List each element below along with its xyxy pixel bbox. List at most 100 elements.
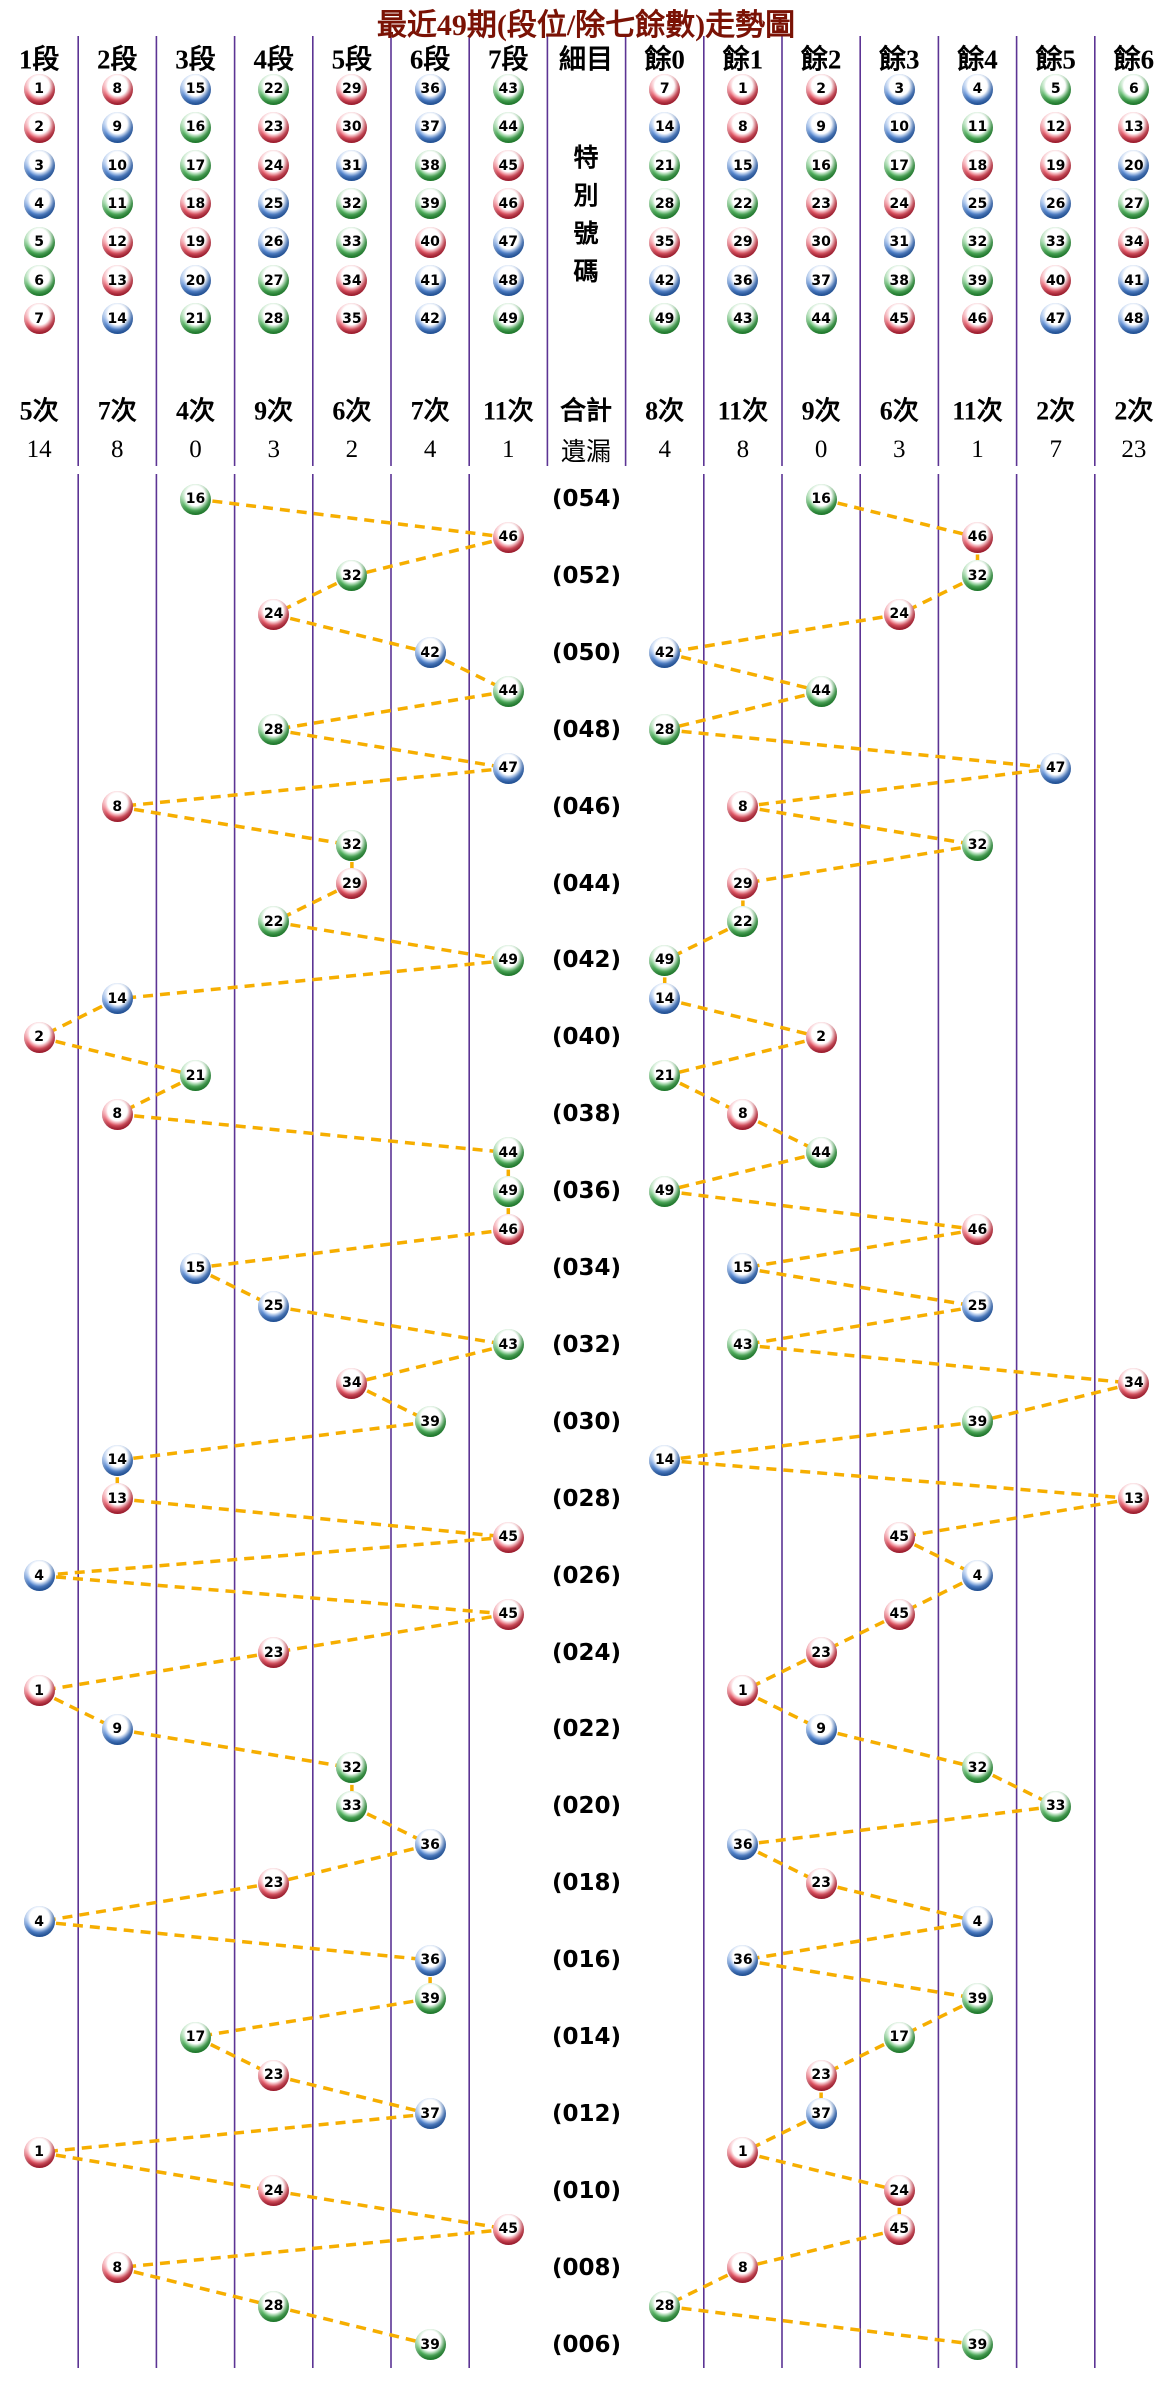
ball-32: 32 — [336, 829, 368, 861]
segment-trend-connector — [117, 958, 509, 1001]
ball-38: 38 — [414, 150, 446, 182]
ball-13: 13 — [1118, 1483, 1150, 1515]
missing-label: 遺漏 — [560, 439, 612, 466]
ball-8: 8 — [101, 791, 133, 823]
ball-22: 22 — [258, 73, 290, 105]
ball-49: 49 — [492, 1175, 524, 1207]
ball-4: 4 — [23, 1906, 55, 1938]
remainder-column-missing: 4 — [658, 436, 671, 463]
remainder-trend-connector — [742, 1266, 978, 1309]
ball-12: 12 — [101, 226, 133, 258]
ball-17: 17 — [180, 150, 211, 182]
ball-8: 8 — [101, 2252, 133, 2284]
ball-39: 39 — [962, 2329, 993, 2361]
ball-21: 21 — [180, 303, 211, 335]
ball-1: 1 — [23, 73, 55, 105]
ball-14: 14 — [101, 303, 133, 335]
remainder-trend-connector — [742, 2227, 900, 2270]
ball-49: 49 — [492, 303, 524, 335]
ball-37: 37 — [805, 2098, 837, 2130]
remainder-column-count: 11次 — [952, 396, 1003, 426]
ball-9: 9 — [805, 111, 837, 143]
ball-35: 35 — [649, 226, 681, 258]
segment-column-header: 5段 — [331, 44, 373, 75]
ball-1: 1 — [727, 1675, 759, 1707]
ball-10: 10 — [883, 111, 915, 143]
segment-trend-connector — [38, 1650, 274, 1693]
ball-35: 35 — [336, 303, 368, 335]
ball-47: 47 — [492, 752, 524, 784]
period-label: (012) — [551, 2100, 622, 2127]
segment-trend-connector — [273, 2073, 431, 2116]
remainder-column-header: 餘0 — [644, 44, 685, 75]
ball-16: 16 — [180, 111, 211, 143]
ball-32: 32 — [962, 226, 993, 258]
ball-28: 28 — [649, 2290, 681, 2322]
segment-trend-connector — [117, 1727, 353, 1770]
ball-47: 47 — [1040, 752, 1072, 784]
ball-39: 39 — [414, 2329, 446, 2361]
ball-45: 45 — [883, 1521, 915, 1553]
period-label: (016) — [551, 1947, 622, 1974]
segment-trend-connector — [273, 920, 509, 963]
ball-39: 39 — [962, 1406, 993, 1438]
period-label: (028) — [551, 1485, 622, 1512]
remainder-column-missing: 0 — [814, 436, 828, 463]
ball-22: 22 — [727, 906, 759, 938]
ball-30: 30 — [805, 226, 837, 258]
ball-23: 23 — [258, 111, 290, 143]
remainder-column-count: 2次 — [1036, 396, 1076, 426]
ball-39: 39 — [962, 1983, 993, 2015]
ball-19: 19 — [1040, 150, 1072, 182]
ball-38: 38 — [883, 265, 915, 296]
segment-trend-connector — [273, 727, 509, 770]
ball-23: 23 — [805, 1867, 837, 1899]
ball-25: 25 — [962, 1290, 993, 1322]
segment-column-count: 11次 — [483, 396, 534, 426]
ball-15: 15 — [727, 150, 759, 182]
segment-trend-connector — [273, 1612, 509, 1655]
ball-8: 8 — [727, 2252, 759, 2284]
ball-10: 10 — [101, 150, 133, 182]
ball-36: 36 — [414, 1944, 446, 1976]
ball-47: 47 — [1040, 303, 1072, 335]
ball-5: 5 — [23, 226, 55, 258]
period-label: (046) — [551, 793, 622, 820]
ball-16: 16 — [180, 483, 211, 515]
remainder-trend-connector — [664, 727, 1056, 770]
remainder-trend-connector — [820, 497, 978, 540]
ball-32: 32 — [336, 1752, 368, 1784]
segment-column-missing: 0 — [189, 436, 202, 463]
remainder-trend-connector — [820, 1881, 978, 1924]
ball-8: 8 — [101, 73, 133, 105]
ball-22: 22 — [258, 906, 290, 938]
ball-36: 36 — [414, 1829, 446, 1861]
remainder-trend-connector — [664, 2304, 978, 2347]
ball-14: 14 — [101, 983, 133, 1015]
ball-29: 29 — [336, 73, 368, 105]
ball-24: 24 — [883, 188, 915, 220]
remainder-trend-connector — [664, 1458, 1135, 1501]
ball-39: 39 — [414, 188, 446, 220]
period-label: (022) — [551, 1716, 622, 1743]
ball-17: 17 — [180, 2021, 211, 2053]
ball-24: 24 — [883, 598, 915, 630]
remainder-column-count: 6次 — [879, 396, 919, 426]
ball-4: 4 — [23, 1560, 55, 1592]
ball-17: 17 — [883, 2021, 915, 2053]
remainder-trend-connector — [742, 1304, 978, 1347]
segment-column-header: 1段 — [18, 44, 60, 75]
ball-46: 46 — [962, 521, 993, 553]
period-label: (024) — [551, 1639, 622, 1666]
ball-46: 46 — [492, 188, 524, 220]
ball-45: 45 — [492, 2213, 524, 2245]
ball-34: 34 — [1118, 1367, 1150, 1399]
ball-33: 33 — [336, 1790, 368, 1822]
remainder-trend-connector — [664, 1150, 822, 1193]
remainder-trend-connector — [664, 612, 900, 655]
remainder-trend-connector — [664, 1420, 978, 1462]
ball-23: 23 — [258, 2059, 290, 2091]
period-label: (042) — [551, 947, 622, 974]
ball-37: 37 — [414, 111, 446, 143]
ball-25: 25 — [258, 1290, 290, 1322]
